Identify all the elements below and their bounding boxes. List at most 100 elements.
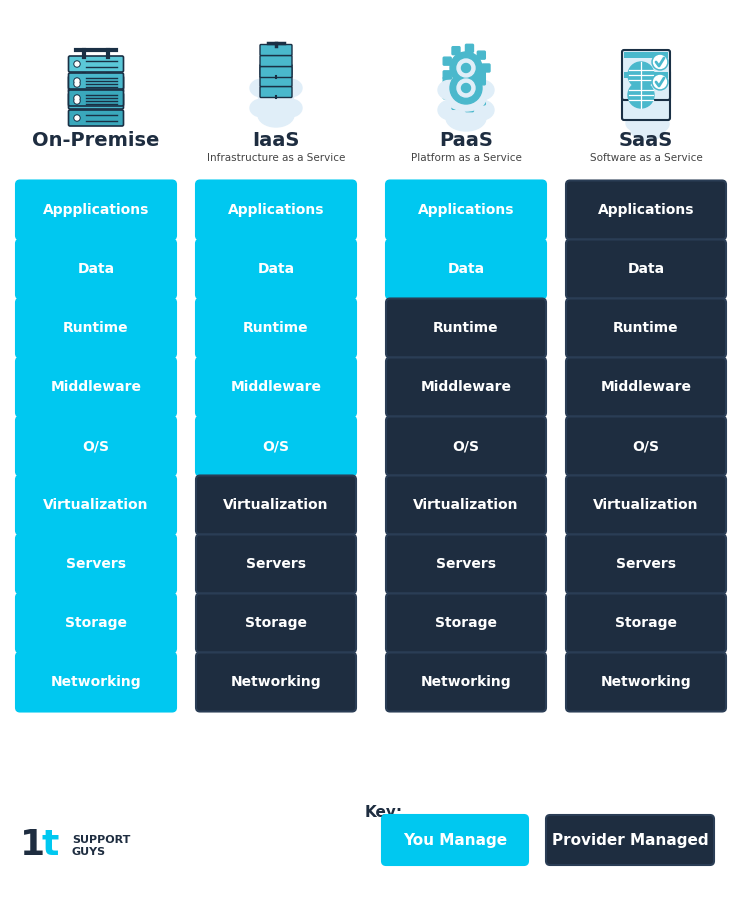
FancyBboxPatch shape bbox=[386, 299, 546, 357]
Text: Servers: Servers bbox=[616, 557, 676, 571]
FancyBboxPatch shape bbox=[260, 65, 292, 76]
Text: Data: Data bbox=[628, 262, 664, 276]
Text: Runtime: Runtime bbox=[63, 321, 129, 335]
FancyBboxPatch shape bbox=[196, 417, 356, 475]
Ellipse shape bbox=[631, 120, 665, 140]
FancyBboxPatch shape bbox=[260, 56, 292, 67]
Circle shape bbox=[75, 82, 79, 86]
Text: GUYS: GUYS bbox=[72, 847, 106, 857]
Text: Middleware: Middleware bbox=[601, 380, 692, 394]
FancyBboxPatch shape bbox=[196, 535, 356, 593]
FancyBboxPatch shape bbox=[196, 357, 356, 417]
FancyBboxPatch shape bbox=[260, 44, 292, 56]
FancyBboxPatch shape bbox=[477, 51, 485, 59]
Circle shape bbox=[652, 54, 668, 70]
Ellipse shape bbox=[450, 99, 472, 117]
Text: Appplications: Appplications bbox=[43, 203, 149, 217]
FancyBboxPatch shape bbox=[452, 47, 460, 55]
FancyBboxPatch shape bbox=[386, 535, 546, 593]
FancyBboxPatch shape bbox=[68, 56, 124, 72]
Circle shape bbox=[450, 72, 482, 104]
Circle shape bbox=[74, 95, 80, 101]
Ellipse shape bbox=[450, 79, 472, 97]
Text: Storage: Storage bbox=[615, 616, 677, 630]
Text: Networking: Networking bbox=[51, 675, 141, 689]
Text: Virtualization: Virtualization bbox=[593, 498, 699, 512]
FancyBboxPatch shape bbox=[443, 91, 452, 99]
FancyBboxPatch shape bbox=[196, 239, 356, 299]
Text: Middleware: Middleware bbox=[421, 380, 512, 394]
Text: O/S: O/S bbox=[82, 439, 110, 453]
Text: O/S: O/S bbox=[262, 439, 290, 453]
FancyBboxPatch shape bbox=[386, 417, 546, 475]
Text: IaaS: IaaS bbox=[252, 130, 300, 149]
FancyBboxPatch shape bbox=[443, 58, 452, 65]
Ellipse shape bbox=[438, 80, 464, 100]
Text: Data: Data bbox=[448, 262, 485, 276]
Text: Virtualization: Virtualization bbox=[413, 498, 519, 512]
FancyBboxPatch shape bbox=[443, 71, 452, 79]
FancyBboxPatch shape bbox=[16, 535, 176, 593]
Circle shape bbox=[75, 79, 79, 83]
Text: Middleware: Middleware bbox=[50, 380, 142, 394]
FancyBboxPatch shape bbox=[477, 97, 485, 105]
FancyBboxPatch shape bbox=[466, 64, 473, 72]
Text: Provider Managed: Provider Managed bbox=[552, 832, 708, 848]
Text: Runtime: Runtime bbox=[433, 321, 499, 335]
FancyBboxPatch shape bbox=[566, 239, 726, 299]
FancyBboxPatch shape bbox=[16, 299, 176, 357]
FancyBboxPatch shape bbox=[477, 76, 485, 85]
Ellipse shape bbox=[260, 77, 280, 93]
FancyBboxPatch shape bbox=[16, 357, 176, 417]
FancyBboxPatch shape bbox=[566, 417, 726, 475]
FancyBboxPatch shape bbox=[566, 535, 726, 593]
Text: Runtime: Runtime bbox=[614, 321, 679, 335]
FancyBboxPatch shape bbox=[16, 181, 176, 239]
Ellipse shape bbox=[446, 85, 486, 111]
Circle shape bbox=[74, 81, 80, 87]
Text: You Manage: You Manage bbox=[403, 832, 507, 848]
Ellipse shape bbox=[260, 97, 280, 113]
Text: Virtualization: Virtualization bbox=[224, 498, 328, 512]
Text: Storage: Storage bbox=[245, 616, 307, 630]
FancyBboxPatch shape bbox=[386, 239, 546, 299]
Text: Applications: Applications bbox=[418, 203, 514, 217]
Text: On-Premise: On-Premise bbox=[32, 130, 160, 149]
Text: Storage: Storage bbox=[65, 616, 127, 630]
FancyBboxPatch shape bbox=[566, 299, 726, 357]
Text: Software as a Service: Software as a Service bbox=[590, 153, 702, 163]
Text: Applications: Applications bbox=[598, 203, 694, 217]
FancyBboxPatch shape bbox=[260, 76, 292, 86]
FancyBboxPatch shape bbox=[68, 76, 124, 92]
Text: O/S: O/S bbox=[632, 439, 659, 453]
FancyBboxPatch shape bbox=[624, 52, 668, 58]
Text: Virtualization: Virtualization bbox=[44, 498, 148, 512]
FancyBboxPatch shape bbox=[16, 475, 176, 535]
FancyBboxPatch shape bbox=[466, 44, 473, 52]
Circle shape bbox=[628, 82, 654, 108]
FancyBboxPatch shape bbox=[443, 77, 452, 86]
FancyBboxPatch shape bbox=[16, 652, 176, 712]
Ellipse shape bbox=[631, 100, 665, 120]
Text: Runtime: Runtime bbox=[243, 321, 309, 335]
FancyBboxPatch shape bbox=[16, 239, 176, 299]
FancyBboxPatch shape bbox=[16, 417, 176, 475]
Ellipse shape bbox=[250, 79, 274, 97]
FancyBboxPatch shape bbox=[622, 50, 670, 100]
FancyBboxPatch shape bbox=[68, 110, 124, 126]
Circle shape bbox=[457, 59, 475, 77]
Text: Servers: Servers bbox=[436, 557, 496, 571]
Text: Applications: Applications bbox=[228, 203, 324, 217]
FancyBboxPatch shape bbox=[16, 593, 176, 652]
FancyBboxPatch shape bbox=[386, 475, 546, 535]
Circle shape bbox=[461, 84, 470, 93]
Text: PaaS: PaaS bbox=[439, 130, 493, 149]
Ellipse shape bbox=[446, 105, 486, 131]
Ellipse shape bbox=[278, 79, 302, 97]
FancyBboxPatch shape bbox=[466, 84, 473, 92]
Text: SUPPORT: SUPPORT bbox=[72, 835, 130, 845]
Text: O/S: O/S bbox=[452, 439, 479, 453]
FancyBboxPatch shape bbox=[196, 299, 356, 357]
Circle shape bbox=[75, 99, 79, 103]
Circle shape bbox=[74, 78, 80, 84]
